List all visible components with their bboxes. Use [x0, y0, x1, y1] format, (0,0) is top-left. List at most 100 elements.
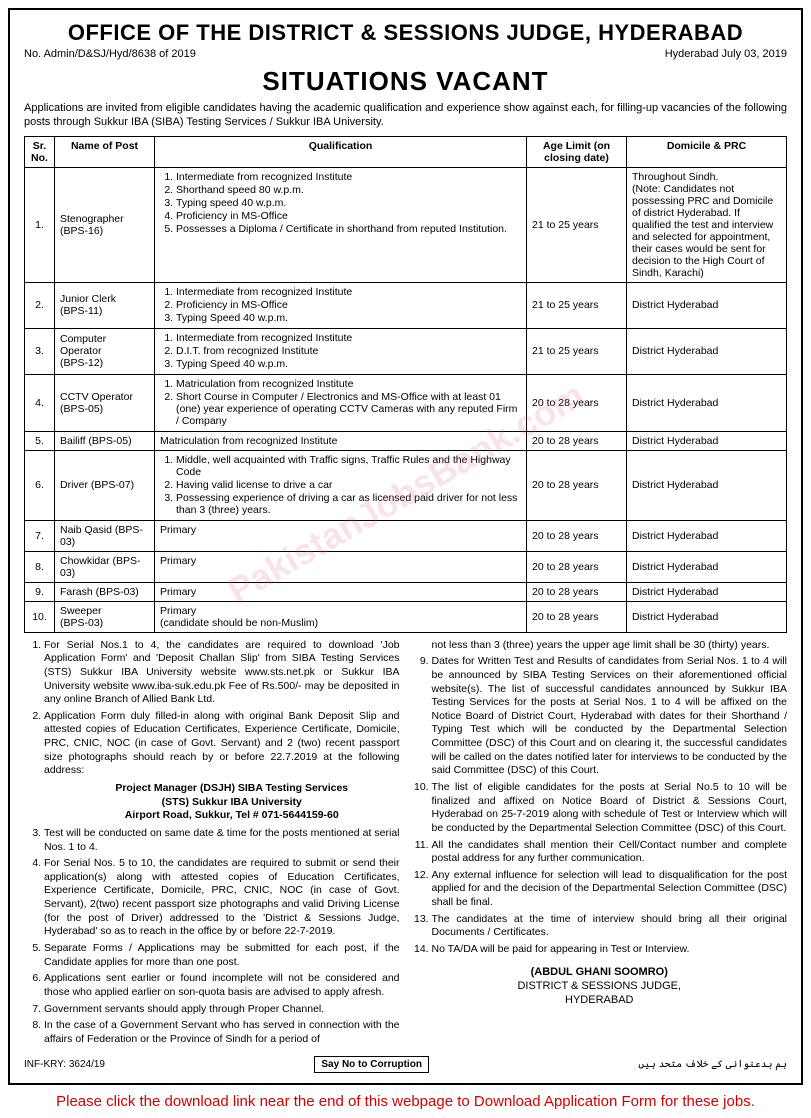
qual-item: Short Course in Computer / Electronics a… [176, 391, 521, 427]
cell-age: 20 to 28 years [527, 582, 627, 601]
cell-name: Bailiff (BPS-05) [55, 431, 155, 450]
cell-qualification: Intermediate from recognized InstituteSh… [155, 167, 527, 282]
instruction-item: No TA/DA will be paid for appearing in T… [432, 943, 788, 957]
address-block: Project Manager (DSJH) SIBA Testing Serv… [64, 782, 400, 823]
col-age: Age Limit (on closing date) [527, 136, 627, 167]
cell-age: 20 to 28 years [527, 520, 627, 551]
cell-age: 21 to 25 years [527, 328, 627, 374]
signatory-title: DISTRICT & SESSIONS JUDGE, [412, 979, 788, 993]
cell-qualification: Matriculation from recognized Institute [155, 431, 527, 450]
qual-item: Possessing experience of driving a car a… [176, 492, 521, 516]
instruction-item: Government servants should apply through… [44, 1003, 400, 1017]
cell-name: Computer Operator(BPS-12) [55, 328, 155, 374]
cell-age: 20 to 28 years [527, 431, 627, 450]
cell-qualification: Primary [155, 551, 527, 582]
cell-qualification: Primary(candidate should be non-Muslim) [155, 601, 527, 632]
table-row: 3.Computer Operator(BPS-12)Intermediate … [25, 328, 787, 374]
instruction-item: All the candidates shall mention their C… [432, 839, 788, 866]
table-row: 6.Driver (BPS-07) Middle, well acquainted… [25, 450, 787, 520]
footer-row: INF-KRY: 3624/19 Say No to Corruption ہم… [24, 1056, 787, 1073]
table-row: 8.Chowkidar (BPS-03)Primary20 to 28 year… [25, 551, 787, 582]
cell-qualification: Primary [155, 520, 527, 551]
instruction-item: Test will be conducted on same date & ti… [44, 827, 400, 854]
cell-age: 20 to 28 years [527, 450, 627, 520]
qual-item: Having valid license to drive a car [176, 479, 521, 491]
cell-age: 21 to 25 years [527, 282, 627, 328]
cell-domicile: Throughout Sindh.(Note: Candidates not p… [627, 167, 787, 282]
cell-qualification: Intermediate from recognized InstitutePr… [155, 282, 527, 328]
inf-number: INF-KRY: 3624/19 [24, 1059, 105, 1070]
qual-item: Typing speed 40 w.p.m. [176, 197, 521, 209]
cell-sr: 5. [25, 431, 55, 450]
cell-name: Driver (BPS-07) [55, 450, 155, 520]
instruction-item: In the case of a Government Servant who … [44, 1019, 400, 1046]
cell-name: Chowkidar (BPS-03) [55, 551, 155, 582]
qual-item: Proficiency in MS-Office [176, 299, 521, 311]
cell-domicile: District Hyderabad [627, 328, 787, 374]
cell-qualification: Intermediate from recognized InstituteD.… [155, 328, 527, 374]
instruction-item: Dates for Written Test and Results of ca… [432, 655, 788, 778]
qual-item: Intermediate from recognized Institute [176, 332, 521, 344]
table-row: 4.CCTV Operator(BPS-05)Matriculation fro… [25, 374, 787, 431]
table-row: 1.Stenographer(BPS-16)Intermediate from … [25, 167, 787, 282]
instructions-left: For Serial Nos.1 to 4, the candidates ar… [24, 639, 400, 1050]
table-row: 2.Junior Clerk(BPS-11)Intermediate from … [25, 282, 787, 328]
instructions: For Serial Nos.1 to 4, the candidates ar… [24, 639, 787, 1050]
instruction-item: For Serial Nos. 5 to 10, the candidates … [44, 857, 400, 939]
instruction-item: Application Form duly filled-in along wi… [44, 710, 400, 823]
cell-sr: 4. [25, 374, 55, 431]
qual-item: Shorthand speed 80 w.p.m. [176, 184, 521, 196]
cell-qualification: Matriculation from recognized InstituteS… [155, 374, 527, 431]
cell-qualification: Primary [155, 582, 527, 601]
cell-name: CCTV Operator(BPS-05) [55, 374, 155, 431]
qual-item: Typing Speed 40 w.p.m. [176, 358, 521, 370]
office-title: OFFICE OF THE DISTRICT & SESSIONS JUDGE,… [24, 20, 787, 46]
table-row: 9.Farash (BPS-03)Primary20 to 28 yearsDi… [25, 582, 787, 601]
cell-age: 20 to 28 years [527, 551, 627, 582]
intro-text: Applications are invited from eligible c… [24, 101, 787, 130]
cell-domicile: District Hyderabad [627, 582, 787, 601]
table-header-row: Sr. No. Name of Post Qualification Age L… [25, 136, 787, 167]
posts-table: Sr. No. Name of Post Qualification Age L… [24, 136, 787, 633]
col-name: Name of Post [55, 136, 155, 167]
cell-sr: 10. [25, 601, 55, 632]
cell-sr: 2. [25, 282, 55, 328]
cell-sr: 8. [25, 551, 55, 582]
ref-number: No. Admin/D&SJ/Hyd/8638 of 2019 [24, 48, 196, 60]
qual-item: Middle, well acquainted with Traffic sig… [176, 454, 521, 478]
table-row: 7.Naib Qasid (BPS-03)Primary20 to 28 yea… [25, 520, 787, 551]
instructions-right: not less than 3 (three) years the upper … [412, 639, 788, 1050]
col-sr: Sr. No. [25, 136, 55, 167]
cell-name: Naib Qasid (BPS-03) [55, 520, 155, 551]
advertisement: PakistanJobsBank.com OFFICE OF THE DISTR… [8, 8, 803, 1085]
publish-date: Hyderabad July 03, 2019 [665, 48, 787, 60]
cell-name: Junior Clerk(BPS-11) [55, 282, 155, 328]
col-domicile: Domicile & PRC [627, 136, 787, 167]
qual-item: D.I.T. from recognized Institute [176, 345, 521, 357]
cell-domicile: District Hyderabad [627, 601, 787, 632]
qual-item: Intermediate from recognized Institute [176, 171, 521, 183]
cell-domicile: District Hyderabad [627, 431, 787, 450]
instruction-item: Separate Forms / Applications may be sub… [44, 942, 400, 969]
cell-name: Stenographer(BPS-16) [55, 167, 155, 282]
cell-age: 21 to 25 years [527, 167, 627, 282]
signature: (ABDUL GHANI SOOMRO) DISTRICT & SESSIONS… [412, 965, 788, 1008]
cell-name: Sweeper(BPS-03) [55, 601, 155, 632]
instruction-item: The list of eligible candidates for the … [432, 781, 788, 836]
download-note: Please click the download link near the … [8, 1093, 803, 1110]
cell-domicile: District Hyderabad [627, 282, 787, 328]
cell-domicile: District Hyderabad [627, 374, 787, 431]
instruction-item: Any external influence for selection wil… [432, 869, 788, 910]
qual-item: Proficiency in MS-Office [176, 210, 521, 222]
qual-item: Typing Speed 40 w.p.m. [176, 312, 521, 324]
cell-domicile: District Hyderabad [627, 520, 787, 551]
table-row: 5.Bailiff (BPS-05)Matriculation from rec… [25, 431, 787, 450]
cell-sr: 6. [25, 450, 55, 520]
cell-sr: 7. [25, 520, 55, 551]
qual-item: Possesses a Diploma / Certificate in sho… [176, 223, 521, 235]
cell-age: 20 to 28 years [527, 374, 627, 431]
meta-row: No. Admin/D&SJ/Hyd/8638 of 2019 Hyderaba… [24, 48, 787, 60]
col-qualification: Qualification [155, 136, 527, 167]
corruption-box: Say No to Corruption [314, 1056, 429, 1073]
cell-sr: 9. [25, 582, 55, 601]
